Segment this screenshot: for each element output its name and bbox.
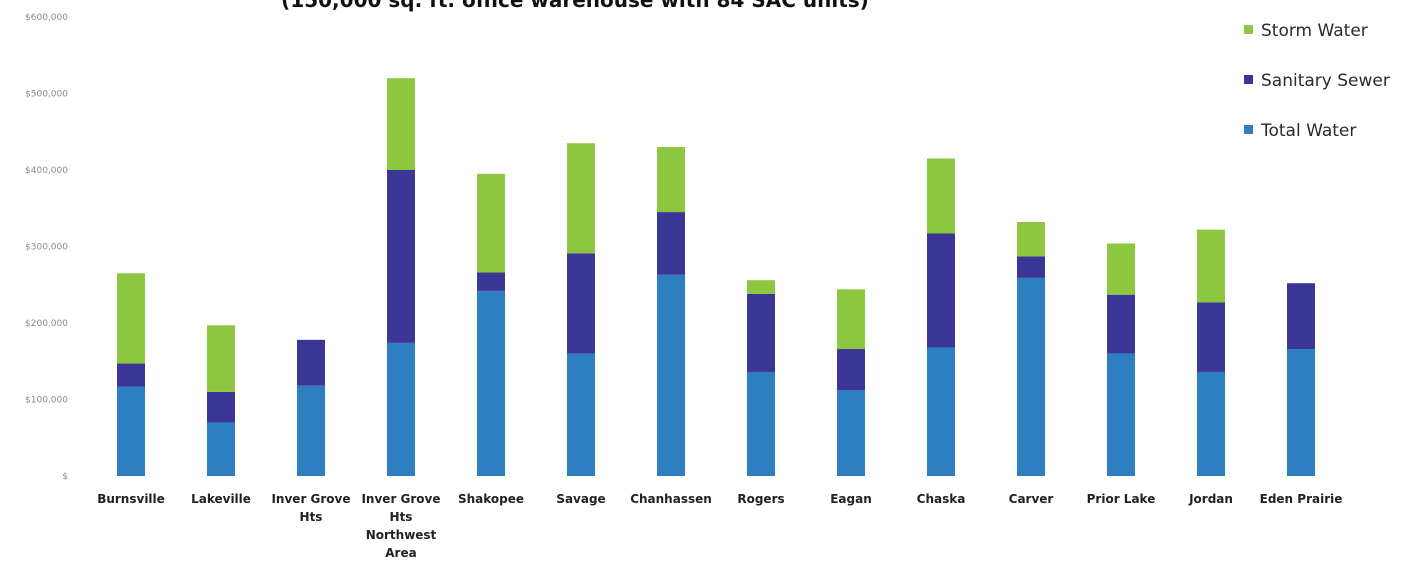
x-axis: Burnsville Lakeville Inver Grove Hts Inver G… (97, 492, 1342, 560)
x-category-label: Rogers (737, 492, 784, 506)
legend-swatch (1244, 75, 1253, 84)
bar-segment (567, 143, 595, 254)
bar-segment (837, 289, 865, 350)
bar-segment (657, 274, 685, 476)
y-axis: $ $100,000 $200,000 $300,000 $400,000 $500,00… (25, 13, 68, 482)
legend-swatch (1244, 125, 1253, 134)
y-tick-label: $600,000 (25, 13, 68, 23)
bar-segment (1017, 256, 1045, 278)
bar-segment (927, 233, 955, 348)
bar-segment (657, 147, 685, 213)
legend-item: Total Water (1244, 121, 1356, 141)
bar-segment (1287, 283, 1315, 350)
bar-segment (207, 422, 235, 476)
x-category-label: Chanhassen (630, 492, 712, 506)
legend-swatch (1244, 25, 1253, 34)
x-category-label: Chaska (917, 492, 966, 506)
bar-segment (207, 391, 235, 423)
bar-segment (1197, 302, 1225, 372)
bar-segment (1197, 229, 1225, 303)
bar-segment (477, 290, 505, 476)
bar-segment (1107, 294, 1135, 354)
y-tick-label: $200,000 (25, 319, 68, 329)
bar-segment (1107, 243, 1135, 295)
bar-segment (567, 253, 595, 354)
bar-segment (207, 325, 235, 392)
legend-item: Sanitary Sewer (1244, 71, 1390, 91)
legend: Storm Water Sanitary Sewer Total Water (1244, 21, 1390, 141)
bar-segment (1107, 353, 1135, 476)
bar-segment (297, 385, 325, 476)
bar-segment (657, 212, 685, 275)
bar-segment (387, 342, 415, 476)
bar-segment (117, 273, 145, 364)
bar-segment (837, 349, 865, 391)
x-category-label: Carver (1009, 492, 1054, 506)
bar-segment (1017, 277, 1045, 476)
bar-segment (117, 363, 145, 387)
bar-segment (747, 371, 775, 476)
y-tick-label: $300,000 (25, 243, 68, 253)
bar-segment (117, 386, 145, 476)
x-category-label: Eagan (830, 492, 872, 506)
bar-segment (297, 339, 325, 386)
x-category-label: Inver Grove Hts Northwest Area (361, 492, 440, 560)
bar-segment (927, 158, 955, 234)
bar-segment (747, 280, 775, 294)
x-category-label: Lakeville (191, 492, 251, 506)
bar-segment (387, 170, 415, 343)
bar-segment (567, 353, 595, 476)
bar-segment (1017, 222, 1045, 257)
bar-segment (1197, 371, 1225, 476)
x-category-label: Savage (556, 492, 605, 506)
bars (117, 78, 1315, 476)
y-tick-label: $500,000 (25, 90, 68, 100)
bar-segment (477, 272, 505, 291)
bar-segment (387, 78, 415, 170)
y-tick-label: $100,000 (25, 396, 68, 406)
legend-label: Storm Water (1261, 21, 1368, 41)
bar-segment (477, 173, 505, 273)
x-category-label: Inver Grove Hts (271, 492, 350, 524)
legend-label: Total Water (1260, 121, 1356, 141)
bar-segment (927, 347, 955, 476)
chart-title: (150,000 sq. ft. office warehouse with 8… (281, 0, 869, 12)
x-category-label: Eden Prairie (1260, 492, 1343, 506)
x-category-label: Jordan (1188, 492, 1233, 506)
legend-label: Sanitary Sewer (1261, 71, 1390, 91)
bar-segment (837, 390, 865, 476)
bar-segment (747, 293, 775, 372)
x-category-label: Burnsville (97, 492, 165, 506)
x-category-label: Prior Lake (1087, 492, 1156, 506)
y-tick-label: $ (62, 472, 68, 482)
bar-segment (1287, 349, 1315, 476)
x-category-label: Shakopee (458, 492, 524, 506)
y-tick-label: $400,000 (25, 166, 68, 176)
legend-item: Storm Water (1244, 21, 1368, 41)
